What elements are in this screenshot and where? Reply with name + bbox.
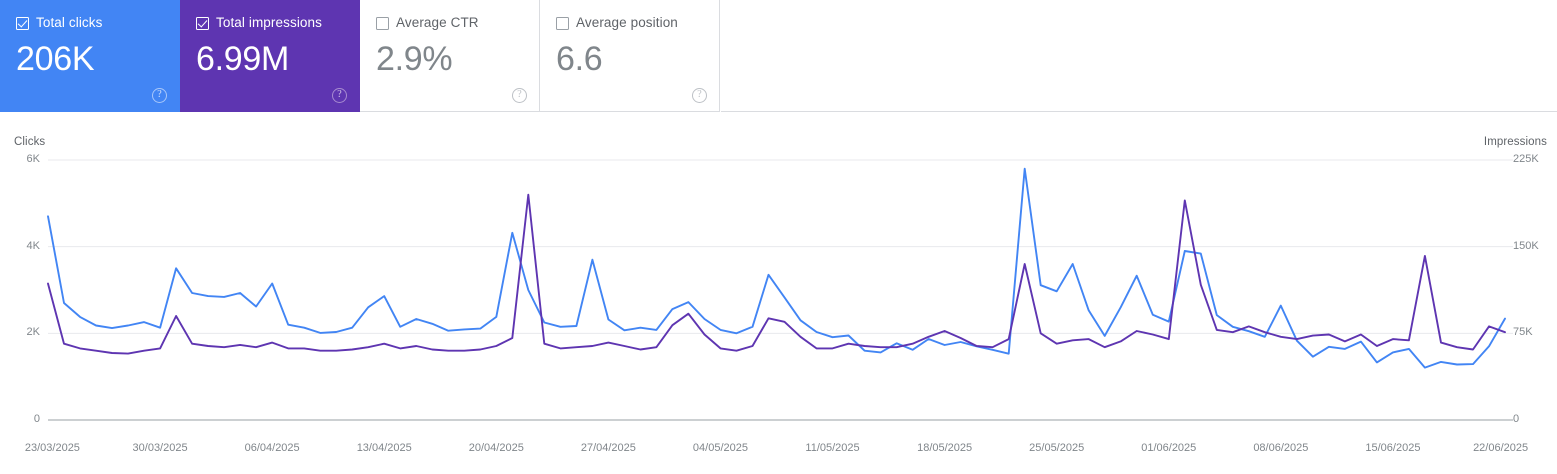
x-axis-tick-labels: 23/03/2025 30/03/2025 06/04/2025 13/04/2025… xyxy=(0,430,1557,470)
y-axis-right-ticks: 0 75K 150K 225K xyxy=(1505,112,1557,474)
metric-card-header: Total impressions xyxy=(196,14,343,32)
metric-card-value: 6.6 xyxy=(556,40,603,78)
metric-card-average-position[interactable]: Average position 6.6 ? xyxy=(540,0,720,112)
help-circle-icon[interactable]: ? xyxy=(512,88,527,103)
metric-card-label: Average position xyxy=(576,15,678,30)
x-axis-tick-label: 13/04/2025 xyxy=(356,442,412,454)
y-axis-left-tick: 0 xyxy=(33,413,40,425)
metric-card-average-ctr[interactable]: Average CTR 2.9% ? xyxy=(360,0,540,112)
y-axis-right-tick: 75K xyxy=(1513,326,1533,339)
y-axis-left-tick: 4K xyxy=(26,239,40,252)
help-circle-icon[interactable]: ? xyxy=(332,88,347,103)
x-axis-tick-label: 15/06/2025 xyxy=(1365,442,1421,454)
metric-card-header: Total clicks xyxy=(16,14,163,32)
series-line-clicks xyxy=(47,167,1506,369)
y-axis-right-tick: 225K xyxy=(1513,153,1539,165)
metric-card-label: Total clicks xyxy=(36,15,103,30)
y-axis-left-tick: 2K xyxy=(26,326,40,339)
checkbox-checked-icon[interactable] xyxy=(196,16,209,30)
metric-card-header: Average CTR xyxy=(376,14,523,32)
x-axis-tick-label: 01/06/2025 xyxy=(1141,442,1197,454)
checkbox-unchecked-icon[interactable] xyxy=(556,16,569,30)
x-axis-tick-label: 22/06/2025 xyxy=(1473,442,1529,454)
y-axis-right-tick: 150K xyxy=(1513,239,1539,252)
x-axis-tick-label: 30/03/2025 xyxy=(132,442,188,454)
help-circle-icon[interactable]: ? xyxy=(152,88,167,103)
y-axis-right-tick: 0 xyxy=(1513,413,1520,425)
metric-card-value: 6.99M xyxy=(196,40,289,78)
checkbox-checked-icon[interactable] xyxy=(16,16,29,30)
x-axis-tick-label: 25/05/2025 xyxy=(1029,442,1085,454)
chart-plot-canvas[interactable] xyxy=(0,112,1557,474)
checkbox-unchecked-icon[interactable] xyxy=(376,16,389,30)
y-axis-left-tick: 6K xyxy=(26,153,40,165)
x-axis-tick-label: 18/05/2025 xyxy=(917,442,973,454)
help-circle-icon[interactable]: ? xyxy=(692,88,707,103)
metric-card-value: 2.9% xyxy=(376,40,453,78)
y-axis-right-title: Impressions xyxy=(1483,136,1547,148)
x-axis-tick-label: 08/06/2025 xyxy=(1253,442,1309,454)
performance-chart[interactable]: Clicks Impressions 0 2K 4K 6K 0 75K 150K 225K … xyxy=(0,112,1557,474)
metric-card-total-impressions[interactable]: Total impressions 6.99M ? xyxy=(180,0,360,112)
x-axis-tick-label: 20/04/2025 xyxy=(468,442,524,454)
x-axis-tick-label: 04/05/2025 xyxy=(692,442,748,454)
metric-cards-row: Total clicks 206K ? Total impressions 6.… xyxy=(0,0,720,112)
y-axis-left-ticks: 0 2K 4K 6K xyxy=(0,112,48,474)
y-axis-left-title: Clicks xyxy=(14,136,46,148)
x-axis-tick-label: 27/04/2025 xyxy=(580,442,636,454)
x-axis-tick-label: 11/05/2025 xyxy=(805,442,860,454)
metric-card-value: 206K xyxy=(16,40,95,78)
metric-cards-filler xyxy=(721,0,1557,112)
x-axis-tick-label: 23/03/2025 xyxy=(24,442,80,454)
metric-card-label: Average CTR xyxy=(396,15,479,30)
metric-card-header: Average position xyxy=(556,14,703,32)
series-line-impressions xyxy=(47,193,1506,355)
metric-card-total-clicks[interactable]: Total clicks 206K ? xyxy=(0,0,180,112)
metric-card-label: Total impressions xyxy=(216,15,322,30)
x-axis-tick-label: 06/04/2025 xyxy=(244,442,300,454)
